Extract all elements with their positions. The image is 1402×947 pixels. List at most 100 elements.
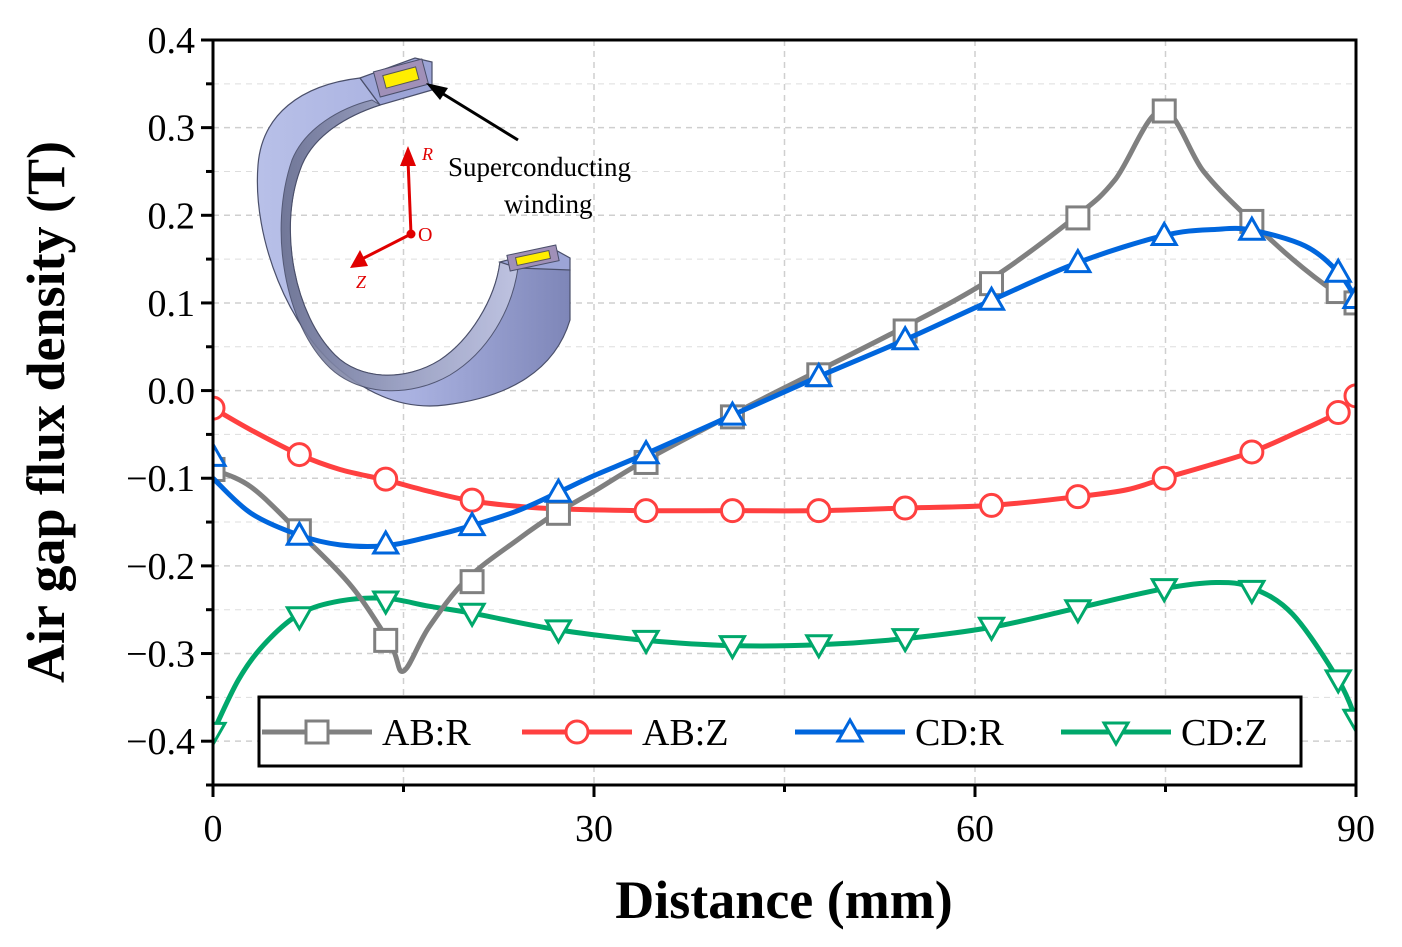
legend: AB:R AB:Z CD:R CD:Z: [257, 695, 1303, 768]
legend-label: CD:R: [915, 712, 1004, 754]
z-axis-arrowhead: [350, 250, 368, 268]
legend-item: CD:R: [795, 712, 1004, 754]
annotation-label-line1: Superconducting: [448, 152, 631, 182]
data-point: [213, 395, 226, 421]
r-axis-arrowhead: [400, 146, 416, 166]
annotation-arrowhead: [426, 83, 448, 100]
y-tick-label: −0.1: [126, 458, 195, 500]
data-point: [213, 441, 228, 467]
data-point: [633, 498, 659, 524]
y-axis-title: Air gap flux density (T): [16, 141, 76, 683]
data-point: [717, 400, 748, 426]
legend-item: CD:Z: [1061, 712, 1268, 754]
series-cd-z: [213, 578, 1356, 748]
ring-inset-illustration: R Z O Superconducting winding: [256, 57, 631, 407]
data-point: [1149, 220, 1179, 246]
y-tick-label: 0.2: [148, 195, 196, 237]
y-tick-label: 0.3: [148, 108, 196, 150]
origin-point: [406, 229, 416, 239]
legend-item: AB:R: [262, 712, 471, 754]
data-point: [719, 498, 745, 524]
y-tick-label: −0.2: [126, 546, 195, 588]
series-layer: [213, 98, 1356, 748]
y-tick-label: −0.4: [126, 721, 195, 763]
legend-label: AB:R: [382, 712, 471, 754]
data-point: [1063, 247, 1093, 274]
data-point: [459, 569, 485, 595]
data-point: [1063, 599, 1093, 625]
grid: [213, 40, 1356, 786]
z-axis-label: Z: [356, 272, 367, 292]
data-point: [213, 721, 228, 748]
x-tick-label: 90: [1337, 808, 1375, 850]
x-tick-label: 0: [204, 808, 223, 850]
data-point: [284, 606, 314, 632]
ring-inner-surface: [280, 99, 519, 392]
data-point: [804, 634, 834, 660]
annotation-arrow: [439, 90, 519, 142]
data-point: [545, 500, 571, 526]
legend-item: AB:Z: [522, 712, 729, 754]
x-axis-title: Distance (mm): [615, 870, 952, 930]
origin-label: O: [418, 224, 432, 246]
legend-swatch-marker: [1101, 721, 1131, 748]
data-point: [892, 495, 918, 521]
data-point: [976, 285, 1007, 311]
data-point: [976, 616, 1007, 643]
legend-swatch-marker: [304, 719, 330, 745]
data-point: [890, 628, 920, 654]
y-tick-label: 0.0: [148, 371, 196, 413]
x-tick-label: 60: [956, 808, 994, 850]
data-point: [1151, 465, 1177, 491]
r-axis-label: R: [421, 144, 433, 164]
series-line: [213, 580, 1356, 734]
data-point: [213, 456, 226, 482]
y-tick-label: 0.4: [148, 20, 196, 62]
data-point: [631, 438, 661, 465]
winding-bottom-conductor: [514, 249, 552, 267]
data-point: [1323, 669, 1353, 695]
data-point: [459, 487, 485, 513]
axis-ticks: [201, 38, 1358, 797]
data-point: [979, 492, 1005, 518]
legend-label: CD:Z: [1181, 712, 1268, 754]
data-point: [1149, 578, 1179, 604]
data-point: [717, 635, 748, 661]
data-point: [286, 442, 312, 468]
data-point: [1237, 215, 1267, 241]
data-point: [1323, 257, 1353, 283]
data-point: [1341, 283, 1356, 310]
r-axis-arrow: [406, 159, 413, 235]
data-point: [806, 498, 832, 524]
data-point: [1341, 708, 1356, 735]
x-tick-label: 30: [575, 808, 613, 850]
legend-swatch-marker: [564, 719, 590, 745]
annotation-label-line2: winding: [504, 189, 593, 219]
legend-swatch-marker: [835, 716, 865, 743]
data-point: [373, 627, 399, 653]
legend-label: AB:Z: [642, 712, 729, 754]
data-point: [631, 629, 661, 656]
data-point: [371, 528, 401, 555]
data-point: [1239, 439, 1265, 465]
data-point: [1065, 205, 1091, 231]
data-point: [543, 619, 574, 645]
z-axis-arrow: [359, 232, 412, 262]
y-tick-label: 0.1: [148, 283, 196, 325]
data-point: [1151, 98, 1177, 124]
data-point: [373, 466, 399, 492]
data-point: [1343, 383, 1356, 409]
data-point: [890, 324, 920, 351]
data-point: [1325, 400, 1351, 425]
data-point: [1065, 484, 1091, 510]
data-point: [371, 590, 401, 616]
y-tick-label: −0.3: [126, 634, 195, 676]
axis-tick-labels: −0.4 −0.3 −0.2 −0.1 0.0 0.1 0.2 0.3 0.4 0 30 60 90: [126, 20, 1375, 850]
winding-top-conductor: [382, 66, 420, 89]
data-point: [543, 477, 574, 503]
data-point: [457, 602, 487, 629]
series-cd-r: [213, 215, 1356, 555]
data-point: [457, 510, 487, 537]
data-point: [804, 361, 834, 388]
